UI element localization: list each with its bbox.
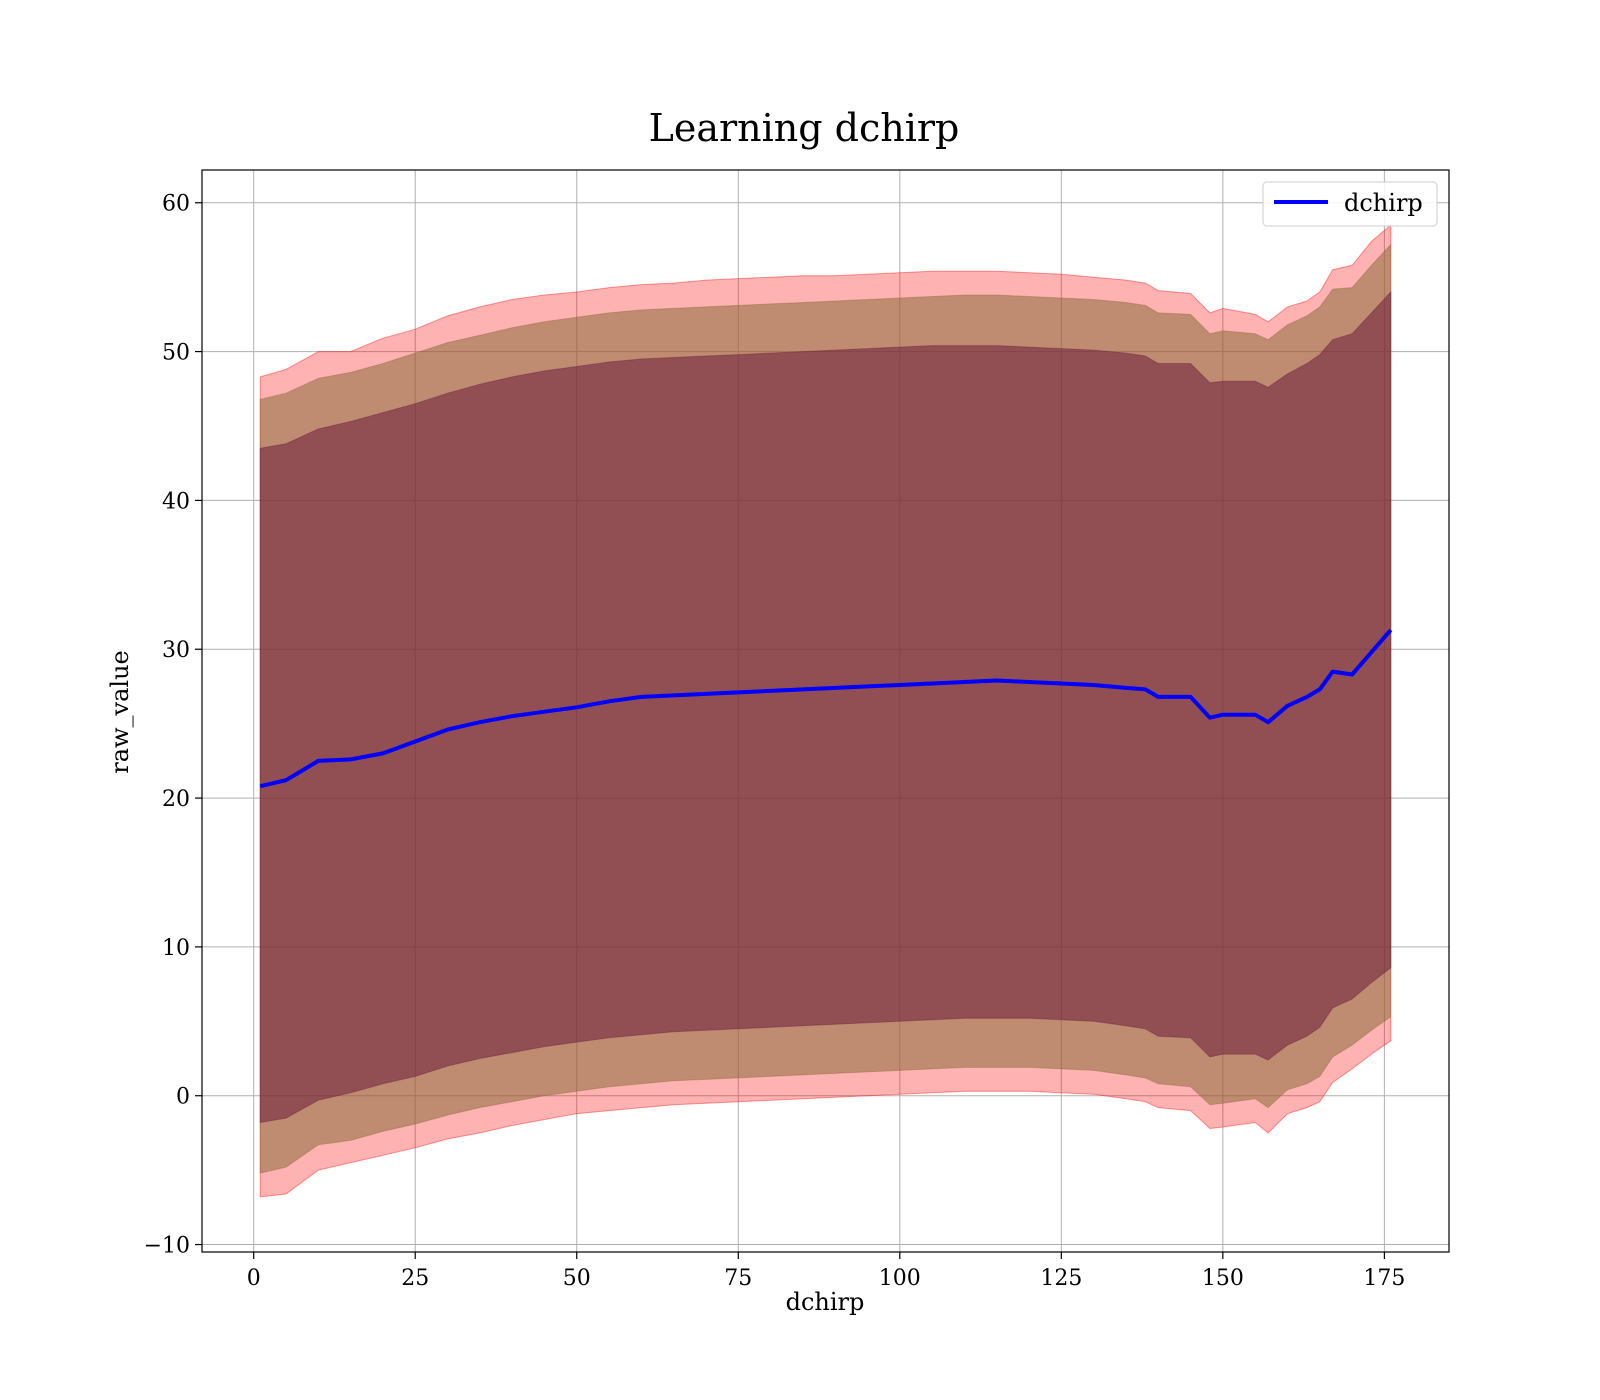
x-tick-label-2: 50 <box>563 1266 591 1291</box>
legend: dchirp <box>1262 181 1438 227</box>
band-inner <box>259 290 1392 1124</box>
y-tick-label-6: 50 <box>162 341 190 366</box>
chart-title: Learning dchirp <box>649 106 960 150</box>
y-tick-label-3: 20 <box>162 787 190 812</box>
x-tick-label-7: 175 <box>1363 1266 1405 1291</box>
y-tick-label-4: 30 <box>162 638 190 663</box>
x-tick-label-1: 25 <box>401 1266 429 1291</box>
legend-label-dchirp: dchirp <box>1344 189 1423 217</box>
series-line-dchirp <box>259 628 1393 789</box>
y-tick-label-1: 0 <box>176 1085 190 1110</box>
y-axis: −10 0 10 20 30 40 50 60 <box>144 192 202 1259</box>
x-tick-label-6: 150 <box>1202 1266 1244 1291</box>
y-tick-label-2: 10 <box>162 936 190 961</box>
x-tick-label-5: 125 <box>1040 1266 1082 1291</box>
x-tick-label-0: 0 <box>247 1266 261 1291</box>
x-tick-label-3: 75 <box>724 1266 752 1291</box>
confidence-bands <box>259 224 1392 1198</box>
y-axis-label: raw_value <box>106 650 134 774</box>
legend-box <box>1262 181 1438 227</box>
y-tick-label-7: 60 <box>162 192 190 217</box>
x-tick-label-4: 100 <box>879 1266 921 1291</box>
y-tick-label-0: −10 <box>144 1234 190 1259</box>
x-axis-label: dchirp <box>786 1288 865 1316</box>
y-tick-label-5: 40 <box>162 489 190 514</box>
series-lines <box>259 628 1393 789</box>
x-axis: 0 25 50 75 100 125 150 175 <box>247 1252 1405 1291</box>
plot-area-frame <box>201 169 1450 1253</box>
